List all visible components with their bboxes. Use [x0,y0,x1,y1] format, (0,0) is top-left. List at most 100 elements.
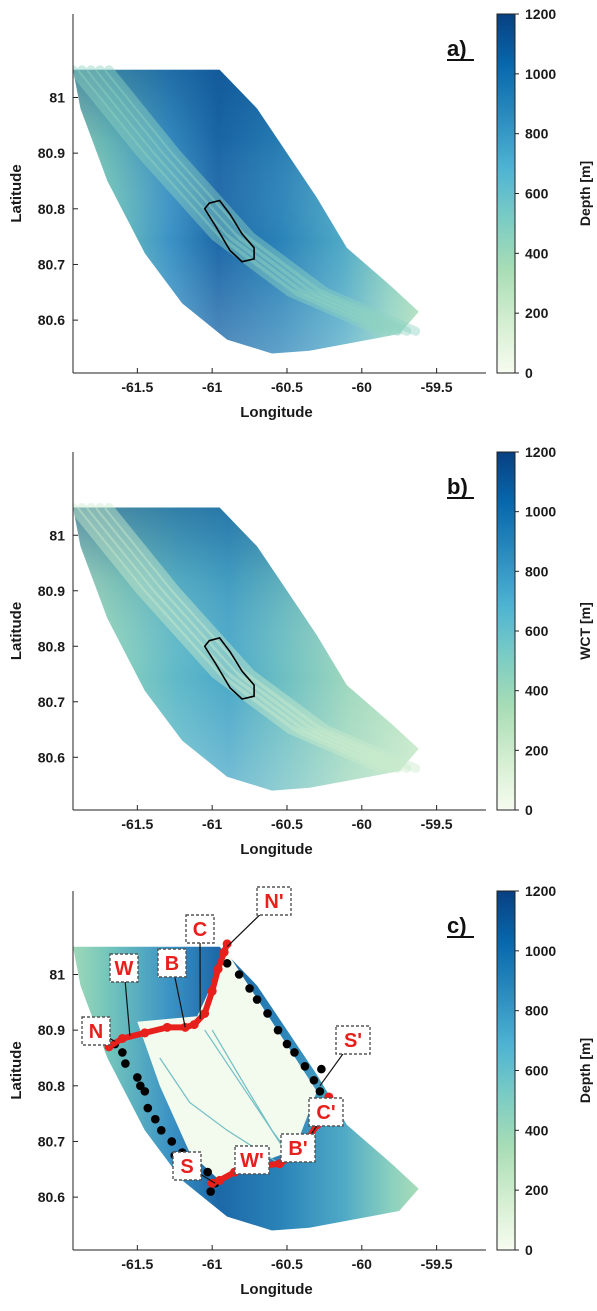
colorbar [496,13,516,374]
y-tick-label: 81 [49,89,65,105]
boundary-dot [133,1073,142,1082]
boundary-dot [203,1167,212,1177]
panel-1: 0 200 400 600 800 1000 1200 Depth [m] -61.5 -61 -6… [8,6,593,421]
survey-swath [104,503,421,773]
callout-box [81,1016,111,1046]
panel-label: a) [447,36,467,61]
boundary-dot [118,1048,127,1057]
colorbar-tick-label: 600 [525,623,549,639]
track-point [207,1178,217,1188]
outline-contour [203,199,255,263]
boundary-dot [156,1126,166,1135]
survey-swath [95,65,412,336]
y-tick-label: 80.8 [38,201,65,217]
colorbar-tick-label: 200 [525,305,549,321]
boundary-dot [206,1187,215,1196]
callout-label: W' [240,1150,264,1172]
callout-box [185,914,215,944]
survey-swath [104,65,421,336]
y-tick-label: 80.8 [38,638,65,654]
track-point [207,986,217,996]
map-area [73,65,421,354]
boundary-dot [315,1087,325,1096]
survey-swath [86,65,403,336]
y-axis-label: Latitude [8,1041,25,1099]
survey-swath [95,503,412,773]
panel-label: b) [447,474,468,499]
track-point [162,1022,172,1032]
boundary-dot [282,1039,292,1049]
x-tick-label: -59.5 [421,1256,453,1272]
panel-3: 0 200 400 600 800 1000 1200 Depth [m] -61.5 -61 -6… [8,883,593,1298]
boundary-dot [234,970,244,979]
callout-label: B' [288,1138,307,1160]
x-tick-label: -61.5 [121,1256,153,1272]
callout-box [308,1097,344,1127]
colorbar-tick-label: 400 [525,1122,549,1138]
y-axis-label: Latitude [8,602,25,660]
channel-line [204,1029,291,1159]
boundary-dot [151,1114,160,1124]
map-area [73,503,421,791]
x-tick-label: -61.5 [121,379,153,395]
track-point [189,1020,199,1030]
colorbar-label: Depth [m] [577,1038,593,1103]
y-tick-label: 80.9 [38,145,65,161]
colorbar-tick-label: 200 [525,742,549,758]
colorbar-tick-label: 800 [525,126,549,142]
colorbar-tick-label: 1200 [525,883,556,899]
colorbar-tick-label: 600 [525,186,549,202]
x-tick-label: -61 [202,379,222,395]
x-axis-label: Longitude [240,404,312,421]
colorbar-tick-label: 0 [525,802,533,818]
track-point [140,1028,150,1038]
y-tick-label: 80.9 [38,583,65,599]
x-tick-label: -61 [202,816,222,832]
boundary-dot [121,1059,130,1068]
callout-box [335,1025,371,1055]
track-point [117,1033,127,1043]
callout-label: S [180,1156,193,1178]
y-tick-label: 80.6 [38,1189,65,1205]
colorbar-label: WCT [m] [577,602,593,660]
y-tick-label: 80.6 [38,312,65,328]
x-tick-label: -59.5 [421,816,453,832]
x-axis-label: Longitude [240,841,312,858]
y-tick-label: 80.7 [38,694,65,710]
colorbar-tick-label: 1000 [525,504,556,520]
x-tick-label: -61 [202,1256,222,1272]
y-tick-label: 80.6 [38,749,65,765]
colorbar-tick-label: 1200 [525,6,556,22]
boundary-dot [136,1081,145,1091]
boundary-dot [167,1137,177,1146]
colorbar-tick-label: 200 [525,1182,549,1198]
x-tick-label: -60.5 [271,1256,303,1272]
survey-swath [73,503,385,773]
colorbar-tick-label: 1200 [525,444,556,460]
track-point [200,1008,210,1018]
boundary-dot [290,1048,299,1057]
y-tick-label: 81 [49,966,65,982]
track-point [222,939,232,949]
y-tick-label: 80.8 [38,1078,65,1094]
callout-label: S' [344,1030,362,1052]
callout-label: C [193,919,207,941]
outline-contour [203,636,255,700]
x-axis-label: Longitude [240,1281,312,1298]
colorbar-tick-label: 0 [525,365,533,381]
x-tick-label: -59.5 [421,379,453,395]
survey-swath [73,65,385,336]
y-tick-label: 80.7 [38,256,65,272]
boundary-dot [263,1009,272,1018]
boundary-dot [143,1103,153,1113]
callout-label: C' [316,1102,335,1124]
glacier-interior [137,952,317,1181]
colorbar-tick-label: 800 [525,563,549,579]
colorbar-tick-label: 0 [525,1242,533,1258]
x-tick-label: -60.5 [271,379,303,395]
panel-2: 0 200 400 600 800 1000 1200 WCT [m] -61.5 -61 -60.… [8,444,593,858]
x-tick-label: -60 [352,379,372,395]
track-point [213,964,223,974]
y-tick-label: 81 [49,527,65,543]
